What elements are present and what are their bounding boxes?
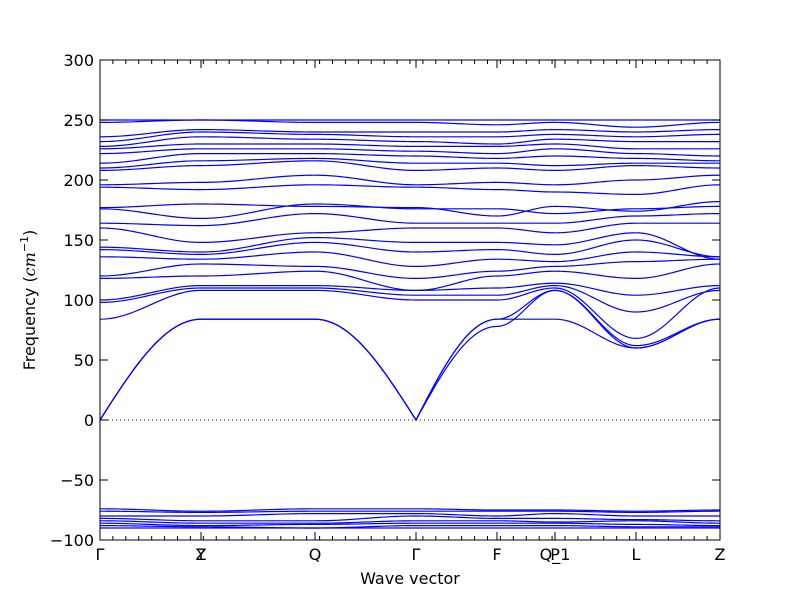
band-line-30 [100,512,720,517]
band-line-34 [99,525,720,529]
x-tick-label: L [632,545,641,564]
y-tick-label: 300 [63,51,94,70]
band-line-33 [99,522,721,527]
y-axis-title-text: Frequency ( [20,276,39,370]
band-line-11 [99,232,721,260]
band-line-15 [99,201,721,217]
band-line-29 [99,510,721,514]
band-line-12 [99,222,720,244]
band-line-19 [99,157,720,169]
band-line-31 [99,515,721,522]
x-axis-title: Wave vector [360,569,460,588]
x-tick-label: P [550,545,560,564]
band-line-24 [99,131,721,143]
band-line-16 [99,184,721,196]
y-tick-label: 0 [84,411,94,430]
y-axis-title-close: ) [20,230,39,236]
x-tick-label: Z [715,545,726,564]
y-tick-label: 200 [63,171,94,190]
band-line-21 [99,148,721,157]
band-line-10 [99,239,721,258]
band-line-25 [99,128,721,138]
band-line-13 [99,212,721,227]
band-line-17 [99,174,721,186]
y-axis-title-exponent: −1 [18,236,31,252]
band-line-14 [99,203,721,220]
y-tick-label: −100 [50,531,94,550]
x-tick-label: Γ [412,545,421,564]
band-line-7 [99,263,721,292]
band-line-28 [99,508,721,512]
y-axis-title-unit: cm [20,252,39,276]
x-tick-label: Z [196,545,207,564]
band-line-5 [99,284,721,313]
band-line-4 [99,287,721,340]
x-tick-label: Y [195,545,206,564]
y-tick-label: 50 [74,351,94,370]
band-line-22 [99,143,720,150]
x-tick-label: F [492,545,501,564]
x-tick-label: Q [309,545,322,564]
y-axis-title: Frequency (cm−1) [18,230,39,371]
y-tick-label: 150 [63,231,94,250]
x-tick-label: Q_1 [540,545,571,565]
band-line-32 [99,520,721,524]
band-line-8 [99,258,721,280]
band-line-20 [99,153,721,164]
band-line-6 [99,282,721,301]
band-line-23 [99,136,720,147]
y-tick-label: 250 [63,111,94,130]
band-line-18 [99,160,721,172]
y-tick-label: 100 [63,291,94,310]
band-line-3 [99,318,721,422]
band-line-9 [99,251,721,268]
x-tick-label: Γ [96,545,105,564]
y-tick-label: −50 [60,471,94,490]
